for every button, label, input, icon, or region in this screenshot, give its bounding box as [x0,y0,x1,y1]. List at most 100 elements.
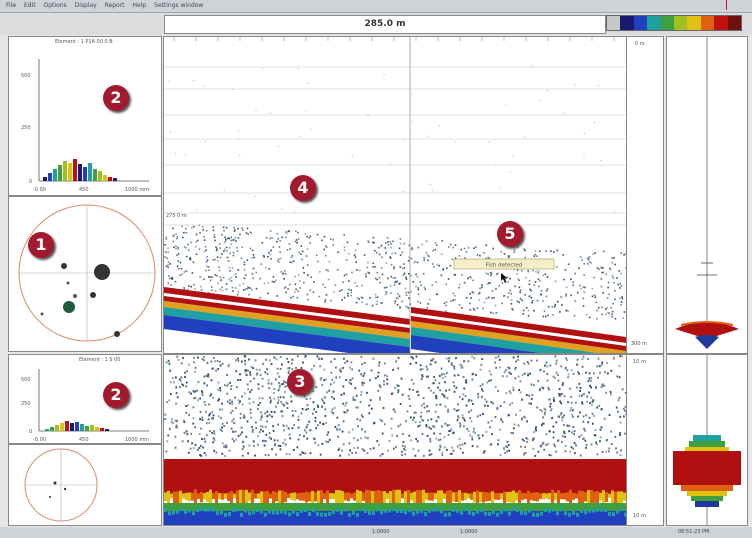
zoom-echogram-view[interactable] [164,355,626,525]
histogram-bar [98,171,102,181]
depth-scale-top: 0 m [635,41,645,47]
echo-tooltip [453,258,555,270]
callout-badge-4: 4 [290,175,316,201]
zoom-ping-profile-chart [673,355,741,525]
histogram-bar [75,422,79,431]
upper-histogram-panel: Element : 1 P1A 00.0 B 500 250 0 -0.00 4… [8,36,162,196]
color-scale-palette[interactable] [606,15,742,31]
y-tick: 0 [29,179,32,185]
x-tick: 450 [79,187,89,193]
palette-swatch[interactable] [607,16,621,30]
histogram-bar [63,161,67,181]
target-marker [61,263,67,269]
upper-polar-plot[interactable] [9,197,161,351]
echo-depth-marker: 275 0 m [166,213,187,219]
ping-profile-chart [675,37,739,349]
y-tick: 250 [21,401,31,407]
histogram-bars [43,159,117,181]
histogram-bar [105,429,109,431]
callout-badge-3: 3 [287,369,313,395]
upper-histogram-chart: 500 250 0 -0.00 450 1000 mm [21,59,149,193]
palette-swatch[interactable] [633,16,648,30]
histogram-bar [50,427,54,431]
upper-polar-panel [8,196,162,352]
histogram-bar [93,169,97,181]
zoom-seabed [164,459,626,525]
lower-stats-label: Element : 1 S 00 [79,357,121,363]
palette-swatch[interactable] [620,16,634,30]
histogram-bar [70,423,74,431]
upper-stats-label: Element : 1 P1A 00.0 B [55,39,113,45]
menu-item-help[interactable]: Help [132,2,147,9]
palette-swatch[interactable] [700,16,715,30]
x-tick: 1000 mm [125,437,149,443]
histogram-bar [68,163,72,181]
target-marker [63,301,75,313]
histogram-bar [85,426,89,431]
mouse-pointer-icon [501,273,508,283]
zoom-scatter [164,355,626,457]
palette-swatch[interactable] [687,16,701,30]
depth-scale: 0 m 300 m [626,36,664,354]
y-tick: 250 [21,125,31,131]
histogram-bars [45,421,109,431]
x-tick: -0.00 [33,437,46,443]
callout-badge-2-lower: 2 [103,382,129,408]
histogram-bar [100,428,104,431]
menu-item-settings[interactable]: Settings window [154,2,204,9]
lower-polar-panel [8,444,162,526]
callout-line [726,0,727,10]
palette-swatch[interactable] [714,16,728,30]
target-marker [40,312,44,316]
lower-histogram-chart: 500 250 0 -0.00 450 1000 mm [21,369,149,443]
histogram-bar [55,425,59,431]
histogram-bar [88,163,92,181]
ping-profile-panel [666,36,748,354]
menu-item-options[interactable]: Options [43,2,67,9]
histogram-bar [95,427,99,431]
histogram-bar [103,175,107,181]
target-marker [66,281,70,285]
depth-scale-bottom: 300 m [631,341,648,347]
histogram-bar [78,164,82,181]
zoom-echogram-panel[interactable] [163,354,627,526]
echogram-panel[interactable]: Fish detected 275 0 m [163,36,627,354]
menu-item-edit[interactable]: Edit [23,2,36,9]
menu-item-display[interactable]: Display [74,2,97,9]
palette-swatch[interactable] [647,16,661,30]
palette-swatch[interactable] [660,16,675,30]
histogram-bar [43,177,47,181]
histogram-bar [113,178,117,181]
echogram-gridlines [164,37,626,226]
target-marker [63,487,67,491]
histogram-bar [58,165,62,181]
callout-badge-1: 1 [28,232,54,258]
palette-swatch[interactable] [674,16,688,30]
target-marker [49,496,51,498]
y-tick: 500 [21,377,31,383]
echogram-seabed [164,287,626,353]
menu-bar: File Edit Options Display Report Help Se… [0,0,752,13]
x-tick: 1000 mm [125,187,149,193]
histogram-bar [45,429,49,431]
menu-item-report[interactable]: Report [104,2,125,9]
echogram-view[interactable]: Fish detected [164,37,626,353]
menu-item-file[interactable]: File [6,2,17,9]
zoom-scale-top: 10 m [633,359,646,365]
status-mid: 1:0000 [460,529,478,535]
target-marker [53,481,57,485]
target-marker [90,292,96,298]
echogram-scatter [164,65,626,320]
target-marker [114,331,120,337]
status-time: 08:51:23 PM [678,529,710,535]
histogram-bar [108,177,112,181]
palette-swatch[interactable] [727,16,742,30]
histogram-bar [83,167,87,181]
histogram-bar [53,169,57,181]
target-marker [94,264,110,280]
histogram-bar [90,425,94,431]
zoom-depth-scale: 10 m 10 m [626,354,664,526]
y-tick: 500 [21,73,31,79]
lower-polar-plot[interactable] [9,445,161,525]
callout-badge-2: 2 [103,85,129,111]
